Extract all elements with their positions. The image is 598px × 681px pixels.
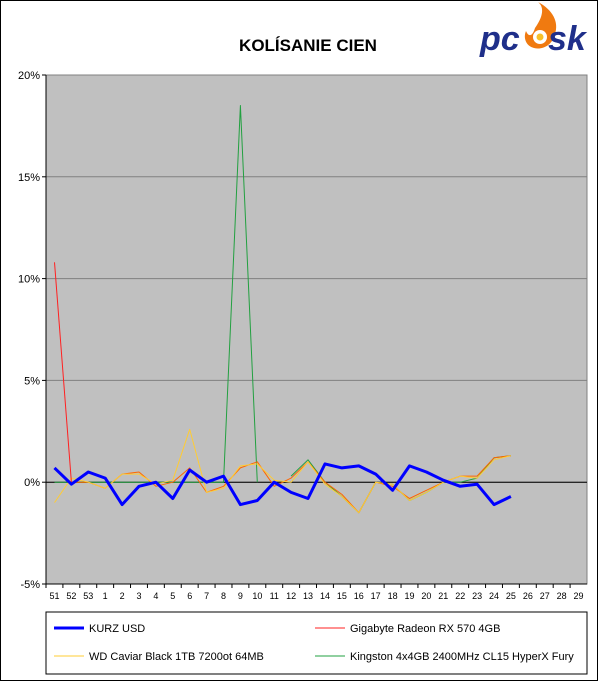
series-line: [53, 462, 512, 507]
logo-text-left: pc: [479, 20, 520, 58]
y-tick-label: 10%: [18, 274, 40, 286]
x-tick-label: 24: [489, 591, 499, 601]
x-tick-label: 12: [286, 591, 296, 601]
x-tick-label: 23: [472, 591, 482, 601]
legend-label: Kingston 4x4GB 2400MHz CL15 HyperX Fury: [350, 651, 574, 663]
x-tick-label: 29: [574, 591, 584, 601]
x-tick-label: 53: [83, 591, 93, 601]
flame-icon: [524, 2, 557, 49]
x-tick-label: 22: [455, 591, 465, 601]
y-axis-ticks: -5% 0% 5% 10% 15% 20%: [18, 70, 47, 591]
chart-title: KOLÍSANIE CIEN: [239, 36, 377, 55]
x-tick-label: 17: [371, 591, 381, 601]
plot-area: [45, 74, 588, 585]
legend-label: KURZ USD: [89, 623, 145, 635]
x-tick-label: 14: [320, 591, 330, 601]
site-logo: pc sk: [479, 2, 588, 58]
x-tick-label: 10: [252, 591, 262, 601]
x-tick-label: 6: [187, 591, 192, 601]
x-tick-label: 20: [421, 591, 431, 601]
x-tick-label: 3: [136, 591, 141, 601]
x-tick-label: 13: [303, 591, 313, 601]
y-tick-label: 0%: [24, 477, 40, 489]
legend: KURZ USD Gigabyte Radeon RX 570 4GB WD Cav…: [45, 611, 588, 675]
x-tick-label: 26: [523, 591, 533, 601]
x-tick-label: 52: [66, 591, 76, 601]
series-lines: [53, 105, 512, 514]
x-tick-label: 18: [388, 591, 398, 601]
x-tick-label: 19: [404, 591, 414, 601]
x-tick-label: 7: [204, 591, 209, 601]
x-tick-label: 25: [506, 591, 516, 601]
x-axis-ticks: 51 52 53 1 2 3 4 5 6 7 8 9 10 11 12 13 14 15 16 17 18 19 20 21 2…: [45, 583, 587, 601]
x-tick-label: 9: [238, 591, 243, 601]
series-line: [71, 455, 511, 514]
series-line: [54, 262, 72, 483]
y-tick-label: 5%: [24, 375, 40, 387]
x-tick-label: 28: [557, 591, 567, 601]
x-tick-label: 21: [438, 591, 448, 601]
y-tick-label: 15%: [18, 172, 40, 184]
legend-label: WD Caviar Black 1TB 7200ot 64MB: [89, 651, 264, 663]
flame-center: [536, 33, 544, 41]
x-tick-label: 4: [153, 591, 158, 601]
x-tick-label: 8: [221, 591, 226, 601]
y-tick-label: -5%: [20, 579, 40, 591]
x-tick-label: 15: [337, 591, 347, 601]
flame-shape: [524, 2, 557, 49]
legend-label: Gigabyte Radeon RX 570 4GB: [350, 623, 500, 635]
x-tick-label: 27: [540, 591, 550, 601]
x-tick-label: 5: [170, 591, 175, 601]
x-tick-label: 2: [120, 591, 125, 601]
series-line: [54, 428, 512, 514]
y-tick-label: 20%: [18, 70, 40, 82]
x-tick-label: 11: [270, 591, 279, 601]
x-tick-label: 51: [49, 591, 59, 601]
x-tick-label: 1: [103, 591, 108, 601]
legend-box: [45, 611, 588, 675]
x-tick-label: 16: [354, 591, 364, 601]
logo-text-right: sk: [548, 20, 588, 58]
